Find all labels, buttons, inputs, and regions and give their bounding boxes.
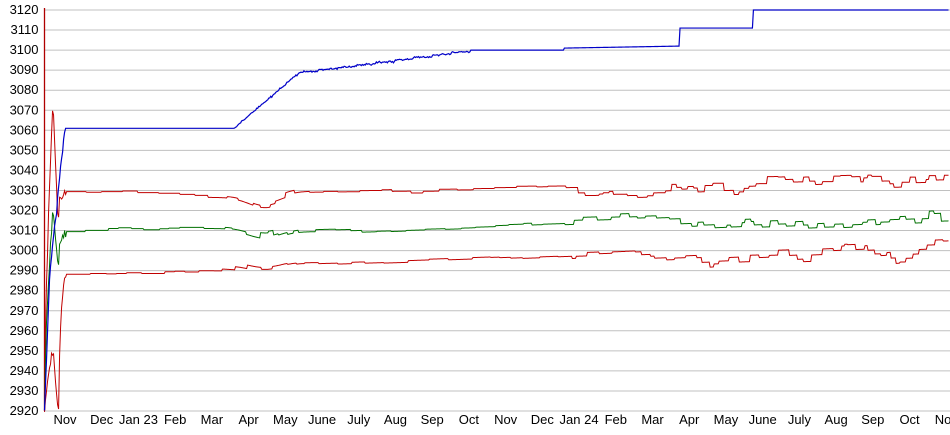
svg-text:Feb: Feb xyxy=(164,412,186,427)
svg-text:June: June xyxy=(308,412,336,427)
svg-text:Mar: Mar xyxy=(201,412,224,427)
svg-text:Jan 23: Jan 23 xyxy=(119,412,158,427)
svg-text:2940: 2940 xyxy=(10,363,39,378)
svg-text:2980: 2980 xyxy=(10,283,39,298)
svg-text:3060: 3060 xyxy=(10,122,39,137)
svg-text:Sep: Sep xyxy=(421,412,444,427)
svg-text:Dec: Dec xyxy=(90,412,114,427)
svg-text:Apr: Apr xyxy=(679,412,700,427)
svg-text:2990: 2990 xyxy=(10,263,39,278)
svg-text:May: May xyxy=(714,412,739,427)
svg-text:3110: 3110 xyxy=(11,22,39,37)
svg-text:3100: 3100 xyxy=(10,42,39,57)
svg-text:3120: 3120 xyxy=(10,2,39,17)
svg-text:Feb: Feb xyxy=(605,412,627,427)
svg-text:3080: 3080 xyxy=(10,82,39,97)
svg-text:Nov: Nov xyxy=(494,412,518,427)
svg-text:July: July xyxy=(347,412,371,427)
svg-text:Oct: Oct xyxy=(459,412,480,427)
svg-text:Dec: Dec xyxy=(531,412,555,427)
svg-text:3090: 3090 xyxy=(10,62,39,77)
svg-text:3050: 3050 xyxy=(10,142,39,157)
svg-text:2920: 2920 xyxy=(10,403,39,418)
svg-text:Nov: Nov xyxy=(935,412,950,427)
svg-text:June: June xyxy=(749,412,777,427)
svg-text:Mar: Mar xyxy=(641,412,664,427)
svg-text:July: July xyxy=(788,412,812,427)
svg-text:Jan 24: Jan 24 xyxy=(560,412,599,427)
svg-text:3000: 3000 xyxy=(10,243,39,258)
svg-text:2930: 2930 xyxy=(10,383,39,398)
svg-text:Apr: Apr xyxy=(238,412,259,427)
svg-text:Nov: Nov xyxy=(53,412,77,427)
svg-text:3070: 3070 xyxy=(10,102,39,117)
svg-text:2950: 2950 xyxy=(10,343,39,358)
svg-text:3030: 3030 xyxy=(10,182,39,197)
svg-text:3010: 3010 xyxy=(10,223,39,238)
svg-text:Aug: Aug xyxy=(384,412,407,427)
svg-text:3020: 3020 xyxy=(10,203,39,218)
svg-text:May: May xyxy=(273,412,298,427)
svg-text:2960: 2960 xyxy=(10,323,39,338)
svg-text:Oct: Oct xyxy=(899,412,920,427)
svg-text:Sep: Sep xyxy=(861,412,884,427)
svg-text:3040: 3040 xyxy=(10,162,39,177)
svg-text:Aug: Aug xyxy=(825,412,848,427)
svg-text:2970: 2970 xyxy=(10,303,39,318)
